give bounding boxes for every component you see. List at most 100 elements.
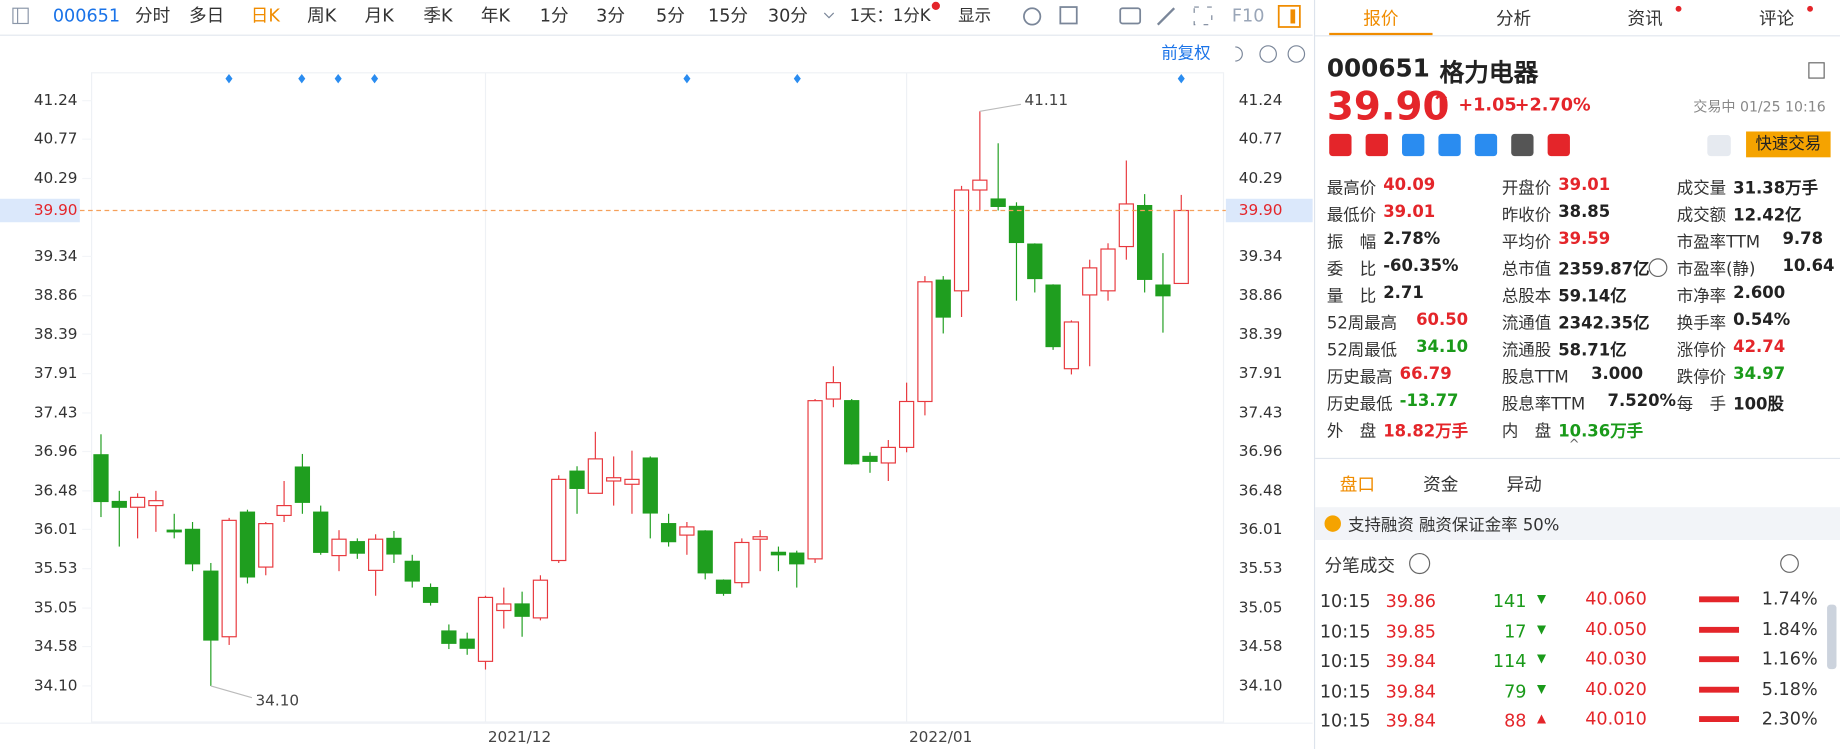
- sub-tab[interactable]: 盘口: [1339, 474, 1376, 496]
- stock-code: 000651: [1326, 54, 1430, 83]
- feature-icon[interactable]: [1402, 133, 1425, 157]
- settings-icon[interactable]: [1023, 7, 1042, 26]
- stock-code[interactable]: 000651: [53, 6, 120, 26]
- y-tick-label-left: 38.39: [34, 325, 78, 343]
- y-tick-label-left: 37.43: [34, 403, 78, 421]
- stat-value: 2.71: [1383, 284, 1424, 303]
- period-tab[interactable]: 3分: [596, 6, 625, 26]
- more-icon[interactable]: [1780, 554, 1799, 573]
- panel-tab[interactable]: 资讯: [1627, 8, 1663, 30]
- trade-direction: ▼: [1537, 592, 1547, 606]
- y-tick-label-left: 40.77: [34, 130, 78, 148]
- display-button[interactable]: 显示: [958, 6, 991, 25]
- stat-label: 市盈率(静): [1676, 260, 1756, 280]
- feature-icon[interactable]: [1365, 133, 1388, 157]
- stat-label: 换手率: [1676, 314, 1727, 334]
- camera-icon[interactable]: [1119, 7, 1142, 25]
- adjust-button[interactable]: 前复权: [1161, 44, 1210, 63]
- margin-note: 支持融资 融资保证金率 50%: [1348, 516, 1560, 536]
- quote-panel: 报价 分析 资讯 评论 000651 格力电器 39.90 ↑ +1.05 +2.70% 交易中 0…: [1313, 0, 1840, 749]
- checkbox-icon[interactable]: [1059, 6, 1078, 25]
- help-icon[interactable]: [1409, 552, 1431, 575]
- stat-value: 10.36万手: [1558, 422, 1644, 442]
- info-icon[interactable]: [1648, 258, 1668, 278]
- event-markers: [225, 73, 1185, 84]
- period-tab[interactable]: 1分: [540, 6, 569, 26]
- period-tab[interactable]: 15分: [708, 6, 748, 26]
- y-tick-label-right: 37.43: [1239, 403, 1283, 421]
- period-tab[interactable]: 月K: [365, 6, 395, 26]
- candle-body: [477, 596, 494, 662]
- y-tick-label-left: 40.29: [34, 169, 78, 187]
- change: +1.05: [1458, 93, 1517, 116]
- feature-icon[interactable]: [1511, 133, 1534, 157]
- period-tab[interactable]: 30分: [768, 6, 808, 26]
- panel-tab[interactable]: 报价: [1363, 8, 1399, 30]
- candle-body: [258, 523, 274, 568]
- y-tick-label-right: 35.53: [1239, 559, 1283, 577]
- stat-value: 34.10: [1416, 338, 1469, 357]
- sub-tab[interactable]: 异动: [1506, 474, 1542, 496]
- stat-value: 2342.35亿: [1558, 314, 1650, 334]
- margin-icon: [1324, 515, 1341, 532]
- sub-tab[interactable]: 资金: [1423, 474, 1459, 496]
- candle-body: [770, 551, 787, 556]
- order-bar: [1699, 626, 1740, 633]
- stat-label: 最高价: [1326, 179, 1377, 199]
- pen-icon[interactable]: [1156, 7, 1176, 26]
- trade-volume: 141: [1492, 590, 1527, 612]
- candle-body: [276, 505, 292, 517]
- trade-price: 39.84: [1385, 650, 1437, 672]
- feature-icon[interactable]: [1329, 133, 1352, 157]
- stat-label: 最低价: [1326, 206, 1377, 226]
- feature-icon[interactable]: [1547, 133, 1570, 157]
- stat-label: 振 幅: [1326, 233, 1377, 253]
- annotation-connector: [979, 103, 1022, 112]
- stat-value: 39.01: [1383, 203, 1436, 222]
- zoom-in[interactable]: [1287, 45, 1306, 63]
- period-tab[interactable]: 日K: [251, 6, 281, 26]
- trade-direction: ▲: [1537, 712, 1547, 726]
- fullscreen-icon[interactable]: [1193, 6, 1213, 26]
- candle-body: [111, 500, 127, 508]
- feature-icon[interactable]: [1474, 133, 1498, 157]
- y-tick-label-left: 34.10: [34, 676, 78, 694]
- f10-button[interactable]: F10: [1232, 6, 1265, 26]
- stat-label: 成交额: [1676, 206, 1727, 226]
- scrollbar[interactable]: [1827, 604, 1837, 670]
- y-tick-label-right: 36.01: [1239, 520, 1283, 538]
- y-tick-label-right: 36.48: [1239, 481, 1283, 499]
- bell-icon[interactable]: [1707, 135, 1731, 157]
- candle-body: [734, 541, 750, 584]
- y-tick-label-right: 34.58: [1239, 637, 1283, 655]
- panel-toggle[interactable]: [1277, 4, 1301, 28]
- collapse-icon[interactable]: [1808, 62, 1825, 79]
- stat-label: 总市值: [1501, 260, 1552, 280]
- stat-value: 66.79: [1399, 365, 1452, 384]
- stat-value: 42.74: [1733, 338, 1786, 357]
- menu-icon[interactable]: [12, 7, 29, 25]
- zoom-out[interactable]: [1259, 45, 1277, 63]
- trade-button[interactable]: 快速交易: [1746, 131, 1831, 158]
- period-tab[interactable]: 年K: [481, 6, 511, 26]
- range-select[interactable]: 1天：1分K: [850, 6, 932, 25]
- candle-body: [1118, 203, 1134, 248]
- period-tab[interactable]: 季K: [423, 6, 453, 26]
- period-tab[interactable]: 5分: [656, 6, 685, 26]
- candle-body: [935, 279, 951, 318]
- candle-body: [972, 179, 988, 191]
- candle-body: [1082, 267, 1098, 296]
- period-tab[interactable]: 多日: [189, 6, 224, 26]
- candle-body: [1045, 284, 1061, 348]
- feature-icon[interactable]: [1438, 133, 1461, 157]
- panel-tab[interactable]: 评论: [1758, 8, 1795, 30]
- candle-body: [441, 630, 457, 644]
- stat-value: 3.000: [1591, 365, 1644, 384]
- reset-icon[interactable]: [1235, 46, 1243, 62]
- candle-body: [184, 528, 201, 565]
- panel-tab[interactable]: 分析: [1495, 8, 1532, 30]
- trades-title: 分笔成交: [1324, 555, 1395, 577]
- trade-volume: 88: [1504, 710, 1527, 732]
- period-tab[interactable]: 周K: [307, 6, 337, 26]
- period-tab[interactable]: 分时: [135, 6, 170, 26]
